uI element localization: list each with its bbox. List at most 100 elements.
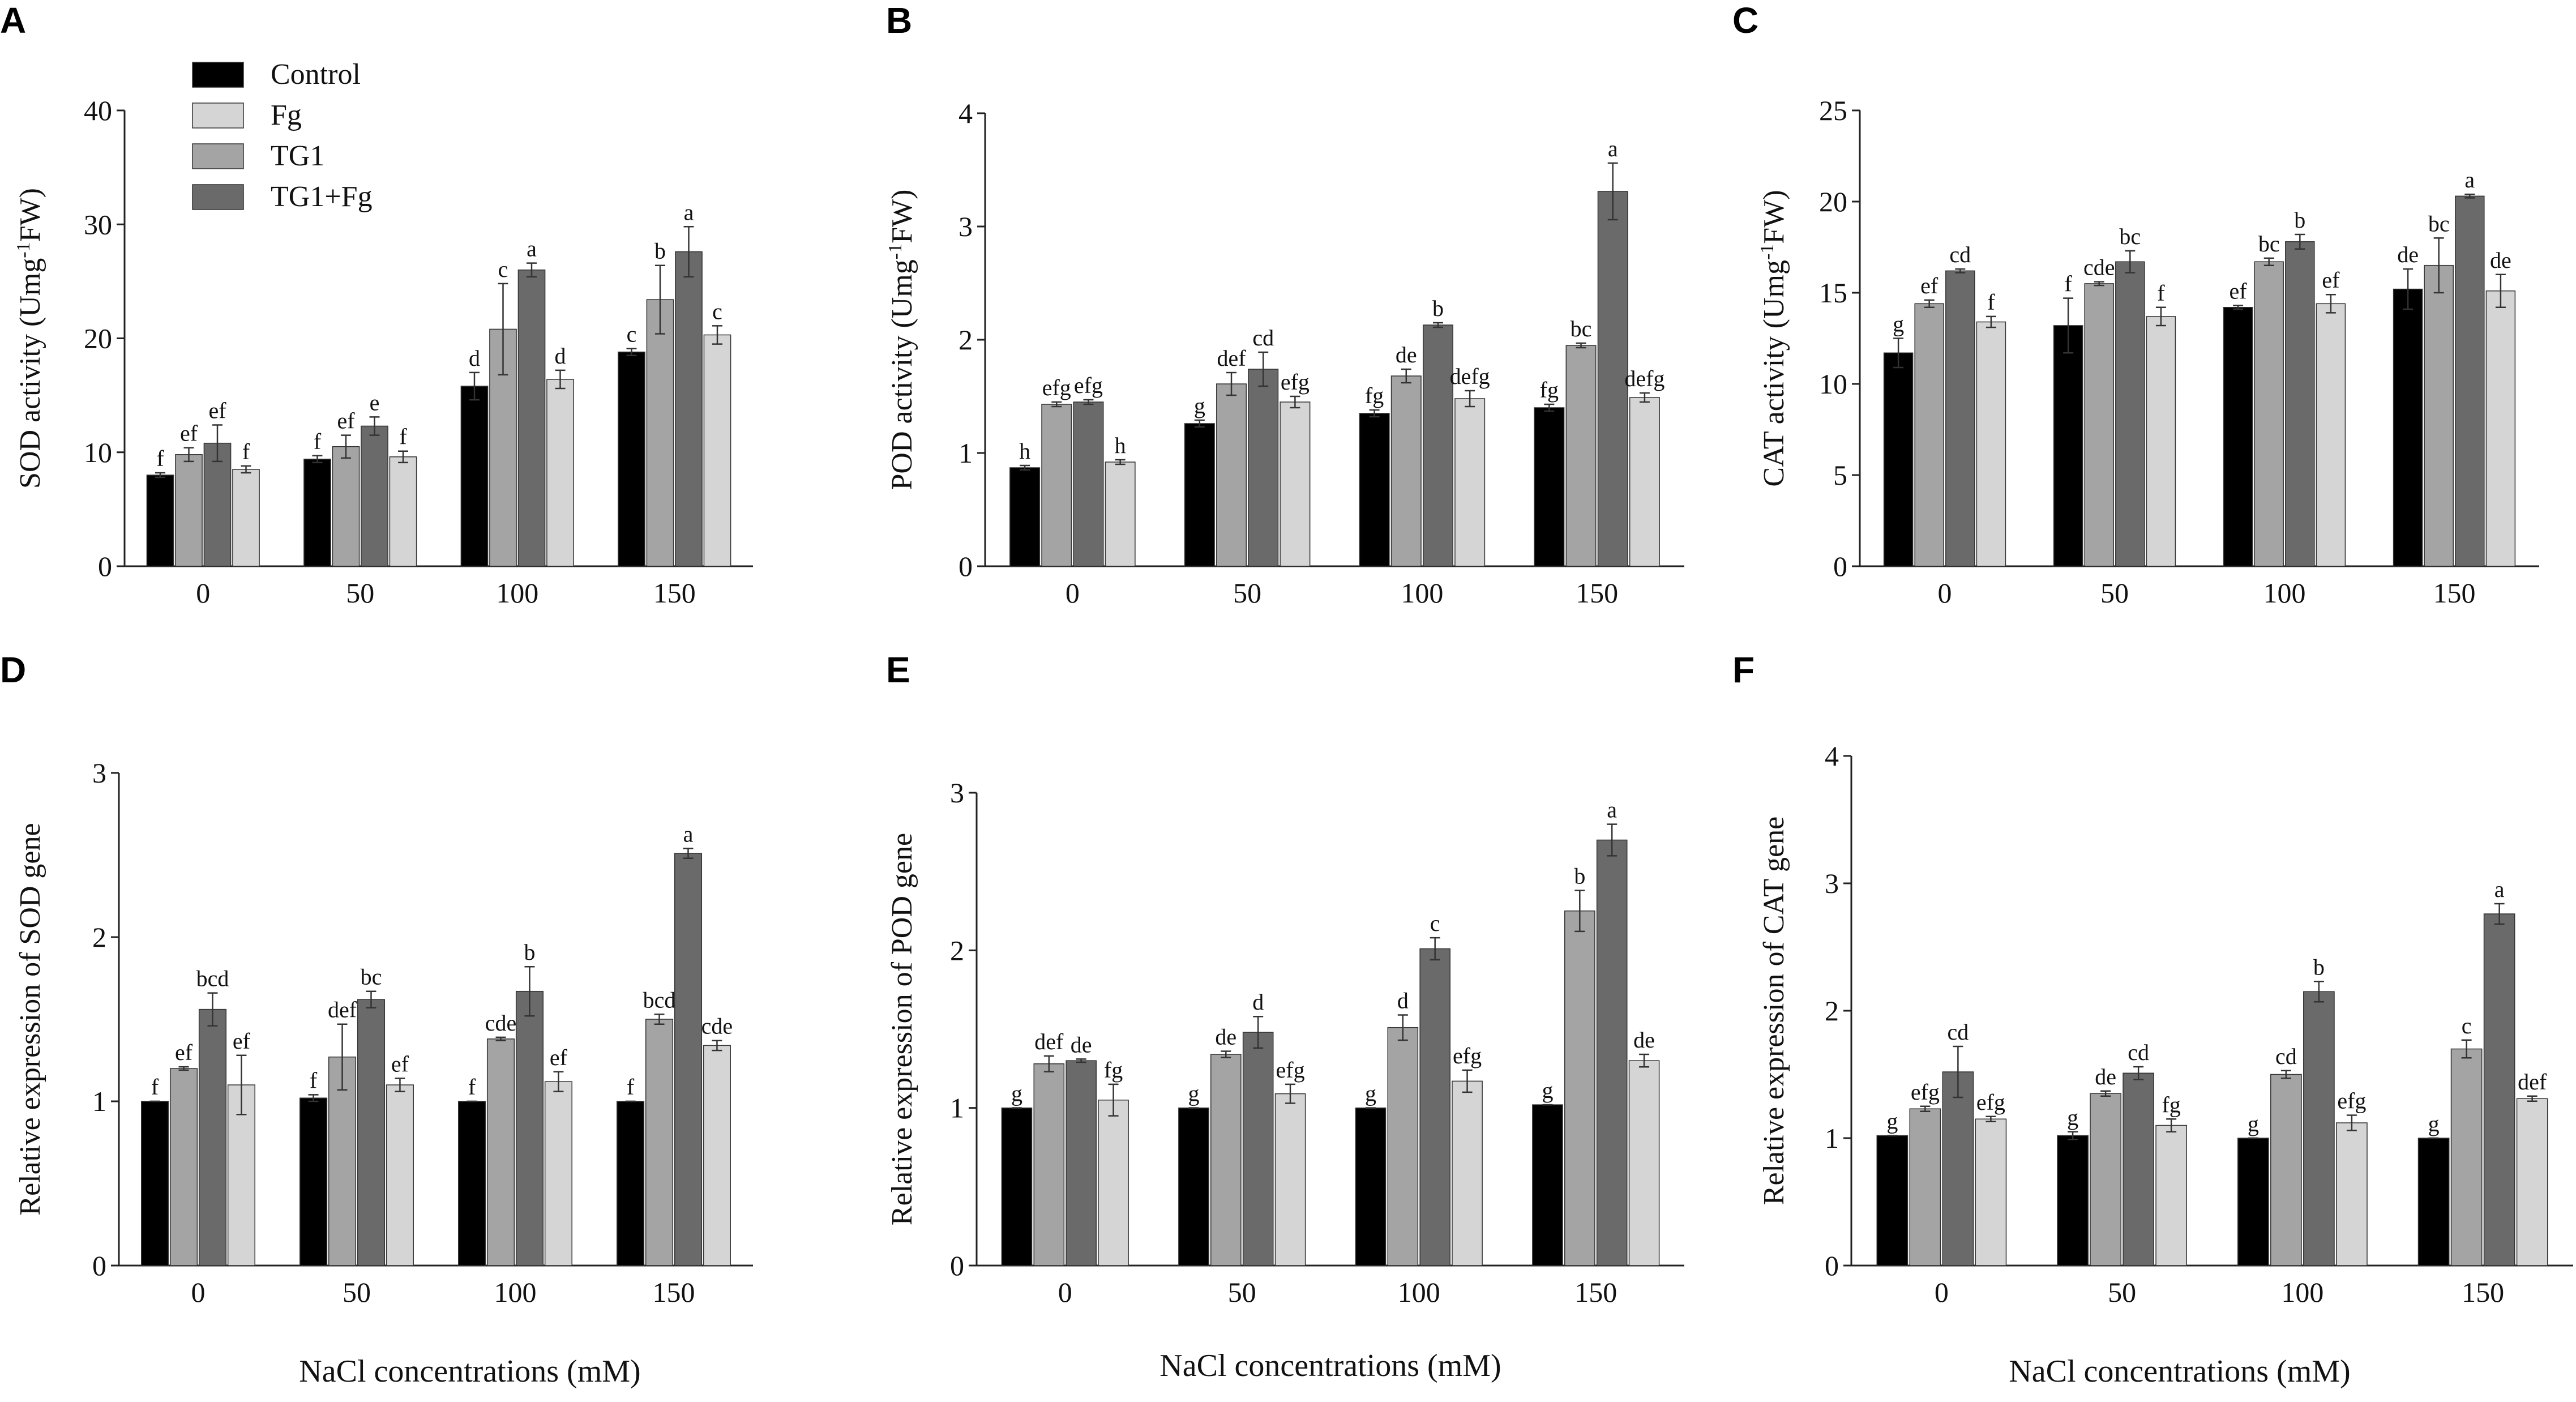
significance-letter: cde — [485, 1010, 517, 1036]
x-tick-label: 50 — [343, 1276, 371, 1308]
y-tick-label: 20 — [84, 323, 112, 354]
significance-letter: defg — [1450, 364, 1490, 389]
y-tick-label: 20 — [1819, 186, 1847, 217]
bar — [203, 442, 232, 567]
y-axis-title: Relative expression of POD gene — [886, 833, 918, 1225]
legend-label: TG1 — [271, 140, 324, 172]
y-tick-label: 1 — [950, 1092, 964, 1124]
bar — [1909, 1108, 1941, 1266]
x-tick-label: 100 — [494, 1276, 537, 1308]
significance-letter: b — [524, 939, 535, 965]
panel-label: F — [1732, 649, 1755, 690]
x-tick-label: 150 — [1576, 577, 1618, 609]
x-tick-label: 0 — [1058, 1276, 1072, 1308]
bar — [1001, 1107, 1033, 1266]
significance-letter: ef — [337, 408, 355, 434]
x-tick-label: 100 — [2281, 1276, 2323, 1308]
bar — [2417, 1138, 2450, 1266]
x-tick-label: 150 — [2433, 577, 2476, 609]
significance-letter: efg — [1074, 373, 1103, 398]
significance-letter: c — [2462, 1013, 2472, 1038]
bar — [141, 1101, 169, 1266]
y-tick-label: 25 — [1819, 95, 1847, 126]
significance-letter: f — [627, 1074, 635, 1100]
significance-letter: cd — [1947, 1019, 1969, 1045]
x-tick-label: 100 — [1401, 577, 1443, 609]
significance-letter: g — [1194, 393, 1205, 418]
bar — [2146, 316, 2176, 567]
significance-letter: a — [1608, 136, 1618, 161]
significance-letter: h — [1019, 438, 1030, 464]
y-tick-label: 0 — [1825, 1250, 1839, 1281]
significance-letter: g — [1365, 1081, 1376, 1106]
significance-letter: d — [469, 345, 480, 371]
significance-letter: d — [555, 343, 566, 369]
panel-label: A — [0, 0, 26, 41]
bar — [646, 299, 674, 567]
significance-letter: ef — [391, 1051, 409, 1076]
bar — [675, 251, 703, 567]
significance-letter: ef — [550, 1045, 568, 1070]
legend-swatch — [192, 62, 244, 88]
significance-letter: efg — [2337, 1088, 2366, 1114]
bar — [703, 1045, 731, 1266]
bar — [1359, 413, 1390, 567]
bar — [544, 1081, 572, 1266]
y-tick-label: 5 — [1833, 459, 1847, 491]
significance-letter: c — [498, 257, 508, 282]
y-axis-title-rest: FW) — [886, 190, 918, 243]
significance-letter: b — [2313, 954, 2325, 980]
y-tick-label: 3 — [958, 211, 973, 242]
bar — [1387, 1027, 1419, 1266]
x-tick-label: 50 — [346, 577, 374, 609]
significance-letter: fg — [2162, 1092, 2180, 1117]
significance-letter: de — [1633, 1027, 1655, 1053]
y-axis-title-rest: FW) — [1758, 190, 1790, 243]
x-axis-title: NaCl concentrations (mM) — [1159, 1348, 1501, 1383]
panel-label: E — [886, 649, 910, 690]
y-tick-label: 0 — [950, 1250, 964, 1281]
significance-letter: de — [1215, 1024, 1236, 1049]
bar — [1914, 303, 1944, 567]
x-tick-label: 50 — [1233, 577, 1261, 609]
significance-letter: g — [2248, 1111, 2259, 1136]
significance-letter: cde — [2083, 255, 2115, 280]
x-tick-label: 150 — [653, 1276, 695, 1308]
significance-letter: defg — [1624, 366, 1664, 391]
bar — [1597, 191, 1628, 567]
bar — [2336, 1122, 2368, 1266]
bar — [546, 379, 574, 567]
y-axis-superscript: -1 — [13, 242, 34, 258]
bar — [357, 999, 386, 1266]
panel-label: D — [0, 649, 26, 690]
significance-letter: bcd — [643, 987, 676, 1012]
bar — [1976, 321, 2006, 567]
y-tick-label: 0 — [958, 550, 973, 582]
bar — [198, 1008, 227, 1266]
bar — [1565, 345, 1597, 567]
significance-letter: f — [156, 446, 164, 471]
bar — [1390, 375, 1422, 567]
bar — [1883, 352, 1914, 567]
bar — [2084, 283, 2114, 567]
y-tick-label: 4 — [1825, 740, 1839, 772]
significance-letter: efg — [1276, 1057, 1305, 1083]
bar — [1098, 1100, 1129, 1266]
bar — [1248, 369, 1279, 567]
y-axis-title: POD activity (Umg-1FW) — [885, 190, 919, 490]
y-axis-title: CAT activity (Umg-1FW) — [1757, 190, 1791, 486]
x-tick-label: 50 — [1228, 1276, 1256, 1308]
y-tick-label: 15 — [1819, 277, 1847, 309]
y-tick-label: 0 — [92, 1250, 106, 1281]
bar — [2090, 1093, 2121, 1266]
bar — [1564, 911, 1595, 1266]
y-tick-label: 3 — [1825, 867, 1839, 899]
legend-swatch — [192, 102, 244, 129]
y-tick-label: 10 — [84, 437, 112, 468]
significance-letter: ef — [233, 1028, 251, 1054]
significance-letter: f — [2064, 271, 2072, 297]
y-axis-title-rest: FW) — [14, 188, 46, 242]
